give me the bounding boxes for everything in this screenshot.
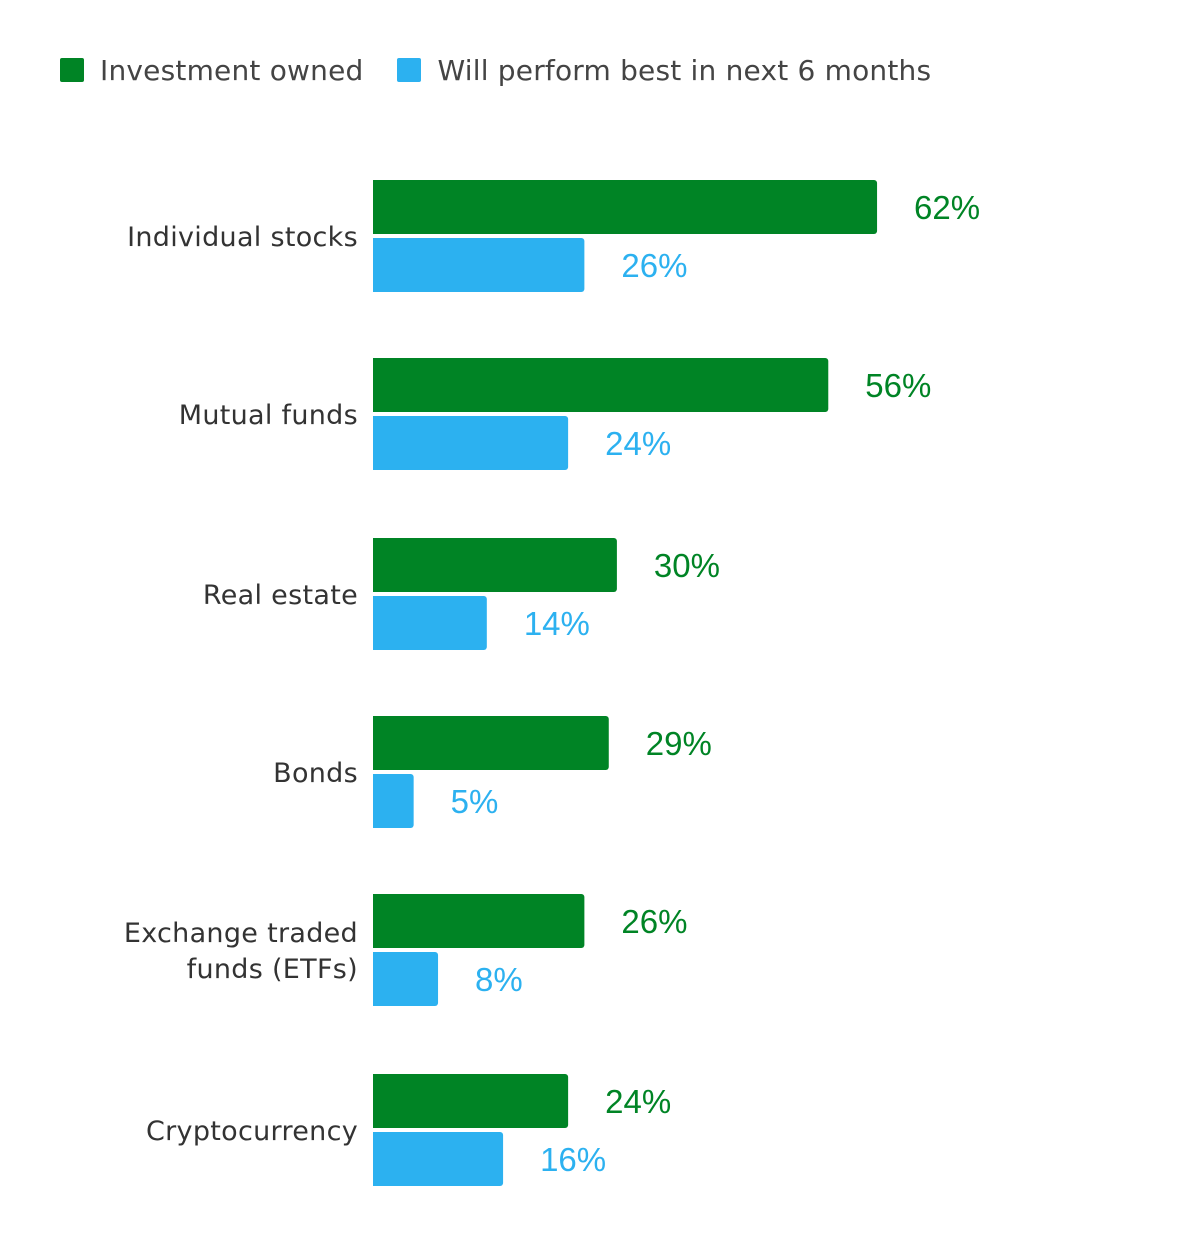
category-label-bonds: Bonds xyxy=(273,758,358,789)
bar-edge-mutual-funds-will-perform-best xyxy=(373,416,379,470)
value-label-mutual-funds-investment-owned: 56% xyxy=(865,367,931,404)
bar-real-estate-investment-owned xyxy=(373,538,617,592)
legend-item-will-perform-best: Will perform best in next 6 months xyxy=(397,54,931,87)
value-label-exchange-traded-funds-etfs-investment-owned: 26% xyxy=(621,903,687,940)
bar-individual-stocks-will-perform-best xyxy=(373,238,585,292)
bar-cryptocurrency-will-perform-best xyxy=(373,1132,504,1186)
legend-label-will-perform-best: Will perform best in next 6 months xyxy=(437,53,932,87)
bar-edge-cryptocurrency-investment-owned xyxy=(373,1074,379,1128)
bar-mutual-funds-will-perform-best xyxy=(373,416,569,470)
bar-edge-exchange-traded-funds-etfs-investment-owned xyxy=(373,894,379,948)
value-label-exchange-traded-funds-etfs-will-perform-best: 8% xyxy=(475,961,523,998)
bar-edge-mutual-funds-investment-owned xyxy=(373,358,379,412)
category-label-mutual-funds: Mutual funds xyxy=(179,400,358,431)
value-label-cryptocurrency-investment-owned: 24% xyxy=(605,1083,671,1120)
value-label-mutual-funds-will-perform-best: 24% xyxy=(605,425,671,462)
category-label-cryptocurrency: Cryptocurrency xyxy=(146,1116,358,1147)
value-label-individual-stocks-investment-owned: 62% xyxy=(914,189,980,226)
bar-edge-individual-stocks-investment-owned xyxy=(373,180,379,234)
legend-label-investment-owned: Investment owned xyxy=(100,53,364,87)
value-label-individual-stocks-will-perform-best: 26% xyxy=(621,247,687,284)
bar-edge-bonds-will-perform-best xyxy=(373,774,379,828)
bar-bonds-investment-owned xyxy=(373,716,609,770)
value-label-real-estate-investment-owned: 30% xyxy=(654,547,720,584)
bar-edge-cryptocurrency-will-perform-best xyxy=(373,1132,379,1186)
bar-edge-bonds-investment-owned xyxy=(373,716,379,770)
legend-swatch-investment-owned xyxy=(60,58,84,82)
category-label-real-estate: Real estate xyxy=(203,580,358,611)
category-label-exchange-traded-funds-etfs-line-1: Exchange traded xyxy=(124,918,358,949)
bar-edge-individual-stocks-will-perform-best xyxy=(373,238,379,292)
legend-swatch-will-perform-best xyxy=(397,58,422,82)
bar-edge-exchange-traded-funds-etfs-will-perform-best xyxy=(373,952,379,1006)
bar-edge-real-estate-investment-owned xyxy=(373,538,379,592)
category-label-exchange-traded-funds-etfs-line-2: funds (ETFs) xyxy=(187,954,358,985)
legend-item-investment-owned: Investment owned xyxy=(60,54,363,87)
bar-mutual-funds-investment-owned xyxy=(373,358,829,412)
bar-exchange-traded-funds-etfs-will-perform-best xyxy=(373,952,439,1006)
value-label-real-estate-will-perform-best: 14% xyxy=(524,605,590,642)
bar-real-estate-will-perform-best xyxy=(373,596,487,650)
value-label-bonds-will-perform-best: 5% xyxy=(451,783,499,820)
bar-bonds-will-perform-best xyxy=(373,774,414,828)
bar-cryptocurrency-investment-owned xyxy=(373,1074,569,1128)
bar-individual-stocks-investment-owned xyxy=(373,180,878,234)
value-label-bonds-investment-owned: 29% xyxy=(646,725,712,762)
category-label-individual-stocks: Individual stocks xyxy=(127,222,358,253)
legend: Investment owned Will perform best in ne… xyxy=(60,52,965,88)
value-label-cryptocurrency-will-perform-best: 16% xyxy=(540,1141,606,1178)
bar-exchange-traded-funds-etfs-investment-owned xyxy=(373,894,585,948)
bar-edge-real-estate-will-perform-best xyxy=(373,596,379,650)
